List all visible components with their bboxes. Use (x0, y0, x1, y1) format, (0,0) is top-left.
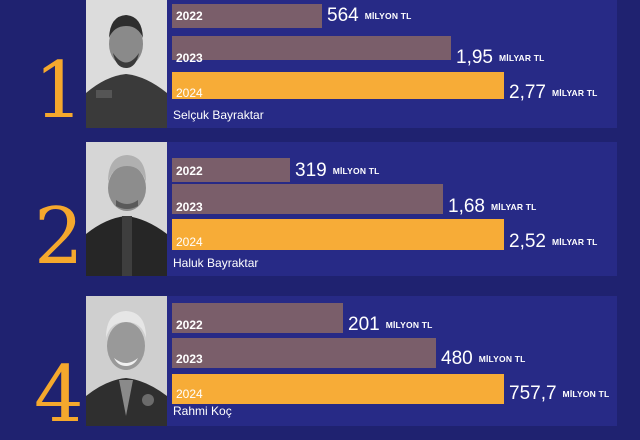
year-label-entry3-2022: 2022 (176, 318, 203, 332)
bar-entry1-2024 (172, 72, 504, 99)
bar-entry3-2023 (172, 338, 436, 368)
value-unit: MİLYON TL (562, 389, 610, 399)
value-number: 1,68 (448, 196, 485, 217)
value-number: 757,7 (509, 383, 557, 404)
rank-number-1: 1 (34, 46, 84, 136)
person-name-1: Selçuk Bayraktar (173, 108, 264, 122)
bar-entry3-2022 (172, 303, 343, 333)
person-name-3: Rahmi Koç (173, 404, 232, 418)
value-label-entry1-2024: 2,77 MİLYAR TL (509, 81, 598, 105)
bar-entry2-2024 (172, 219, 504, 250)
value-label-entry3-2024: 757,7 MİLYON TL (509, 382, 609, 406)
value-number: 201 (348, 314, 380, 335)
year-label-entry1-2022: 2022 (176, 9, 203, 23)
bar-entry3-2024 (172, 374, 504, 404)
person-name-2: Haluk Bayraktar (173, 256, 259, 270)
bar-entry1-2023 (172, 36, 451, 60)
portrait-photo-1 (86, 0, 167, 128)
year-label-entry2-2024: 2024 (176, 235, 203, 249)
bar-entry2-2023 (172, 184, 443, 214)
value-label-entry1-2022: 564 MİLYON TL (327, 4, 412, 28)
value-label-entry3-2023: 480 MİLYON TL (441, 347, 526, 371)
value-unit: MİLYON TL (478, 354, 526, 364)
value-number: 564 (327, 5, 359, 26)
year-label-entry3-2024: 2024 (176, 387, 203, 401)
portrait-photo-2 (86, 142, 167, 276)
year-label-entry1-2024: 2024 (176, 86, 203, 100)
value-label-entry2-2023: 1,68 MİLYAR TL (448, 195, 537, 219)
value-number: 319 (295, 160, 327, 181)
value-number: 2,52 (509, 231, 546, 252)
value-unit: MİLYAR TL (498, 53, 545, 63)
value-unit: MİLYON TL (332, 166, 380, 176)
value-unit: MİLYON TL (385, 320, 433, 330)
bar-entry2-2022 (172, 158, 290, 182)
rank-number-3: 4 (34, 350, 84, 440)
value-number: 480 (441, 348, 473, 369)
value-number: 2,77 (509, 82, 546, 103)
year-label-entry2-2023: 2023 (176, 200, 203, 214)
value-unit: MİLYAR TL (551, 237, 598, 247)
value-number: 1,95 (456, 47, 493, 68)
value-unit: MİLYON TL (364, 11, 412, 21)
value-label-entry2-2024: 2,52 MİLYAR TL (509, 230, 598, 254)
value-label-entry3-2022: 201 MİLYON TL (348, 313, 433, 337)
value-unit: MİLYAR TL (551, 88, 598, 98)
value-label-entry2-2022: 319 MİLYON TL (295, 159, 380, 183)
year-label-entry3-2023: 2023 (176, 352, 203, 366)
value-unit: MİLYAR TL (490, 202, 537, 212)
bar-entry1-2022 (172, 4, 322, 28)
value-label-entry1-2023: 1,95 MİLYAR TL (456, 46, 545, 70)
portrait-photo-3 (86, 296, 167, 426)
rank-number-2: 2 (34, 192, 84, 282)
year-label-entry1-2023: 2023 (176, 51, 203, 65)
year-label-entry2-2022: 2022 (176, 164, 203, 178)
